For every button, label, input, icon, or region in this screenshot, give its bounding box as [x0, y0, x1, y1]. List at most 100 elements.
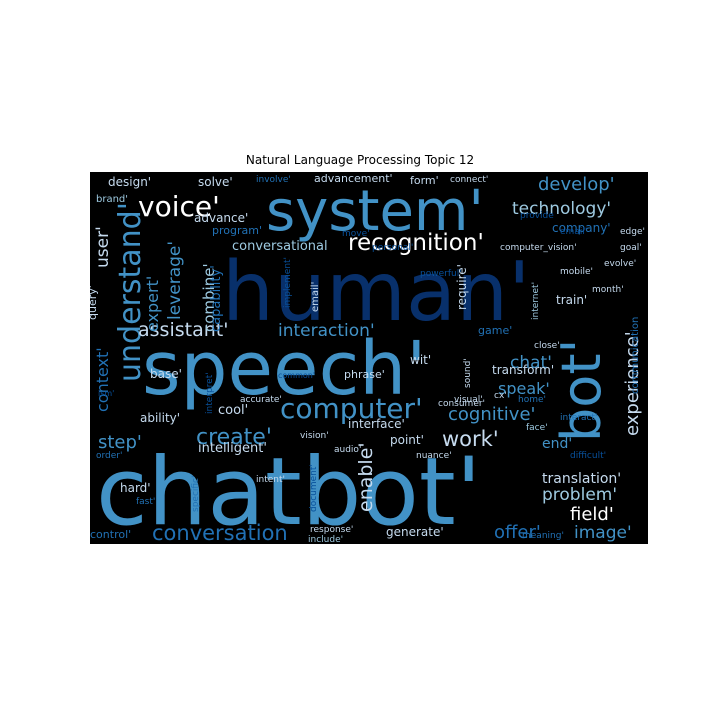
cloud-word: ability' [140, 411, 180, 425]
cloud-word: goal' [620, 243, 642, 253]
cloud-word: close' [534, 341, 560, 351]
cloud-word: advancement' [314, 172, 393, 185]
cloud-word: hard' [120, 481, 151, 495]
cloud-word: offer' [494, 522, 541, 543]
cloud-word: email' [310, 282, 321, 312]
cloud-word: interface' [348, 417, 405, 431]
cloud-word: generate' [386, 525, 444, 539]
cloud-word: leverage' [165, 241, 185, 320]
cloud-word: visual' [454, 395, 483, 405]
cloud-word: voice' [138, 190, 220, 223]
cloud-word: computer' [280, 392, 423, 425]
cloud-word: interpret' [205, 372, 215, 414]
cloud-word: include' [308, 535, 343, 544]
cloud-word: order' [96, 451, 122, 461]
cloud-word: assistant' [138, 319, 228, 341]
cloud-word: work' [442, 427, 499, 451]
cloud-word: advance' [194, 211, 248, 225]
cloud-word: communication [630, 317, 641, 394]
cloud-word: train' [556, 293, 587, 307]
cloud-word: technology' [512, 199, 611, 219]
cloud-word: home' [518, 395, 546, 405]
cloud-word: internet' [531, 282, 541, 320]
cloud-word: month' [592, 285, 624, 295]
cloud-word: move' [342, 229, 370, 239]
cloud-word: speak' [498, 379, 550, 398]
cloud-word: mobile' [560, 267, 593, 277]
cloud-word: cool' [218, 403, 248, 418]
cloud-word: solve' [198, 175, 233, 189]
cloud-word: cx' [494, 391, 507, 401]
cloud-word: program' [212, 224, 262, 237]
cloud-word: vision' [300, 431, 329, 441]
word-cloud-canvas: chatbot' human'speech' system' bot' understa… [90, 172, 645, 544]
cloud-word: evolve' [604, 259, 636, 269]
cloud-word: enable' [355, 442, 377, 512]
cloud-word: powerful' [420, 269, 462, 279]
cloud-word: point' [390, 433, 424, 447]
cloud-word: implement' [283, 257, 293, 308]
cloud-word: interaction' [278, 321, 375, 341]
cloud-word: edge' [620, 227, 645, 237]
cloud-word: common' [278, 371, 315, 380]
chart-title: Natural Language Processing Topic 12 [245, 153, 475, 167]
cloud-word: bot' [550, 339, 613, 442]
cloud-word: response' [310, 525, 353, 535]
cloud-word: face' [526, 423, 548, 433]
cloud-word: meaning' [522, 531, 564, 541]
cloud-word: specific' [191, 476, 201, 512]
cloud-word: sound' [463, 358, 473, 388]
cloud-word: nuance' [416, 451, 452, 461]
cloud-word: difficult' [570, 451, 606, 461]
word-cloud: chatbot' human' speech' system' bot' understa… [90, 172, 648, 544]
cloud-word: fast' [136, 497, 155, 507]
cloud-word: form' [410, 174, 439, 187]
cloud-word: end' [542, 436, 572, 452]
cloud-word: intent' [256, 475, 285, 485]
cloud-word: combine' [200, 263, 218, 332]
cloud-word: user' [93, 226, 113, 268]
cloud-word: human' [222, 245, 531, 340]
cloud-word: personal' [372, 243, 413, 253]
cloud-word: company' [552, 221, 611, 235]
cloud-word: step' [98, 432, 142, 453]
cloud-word: game' [478, 324, 512, 337]
cloud-word: interact' [560, 413, 597, 423]
cloud-word: design' [108, 175, 151, 189]
cloud-word: capability' [209, 265, 224, 332]
cloud-word: translation' [542, 471, 621, 487]
cloud-word: base' [150, 367, 182, 381]
cloud-word: experience' [622, 331, 643, 436]
cloud-word: conversation [152, 521, 288, 544]
cloud-word: provide [520, 211, 554, 221]
cloud-word: connect' [450, 175, 488, 185]
cloud-word: document' [309, 464, 319, 512]
cloud-word: brand' [96, 194, 128, 205]
cloud-word: involve' [256, 175, 291, 185]
cloud-word: wit' [410, 353, 431, 367]
cloud-word: phrase' [344, 368, 385, 381]
cloud-word: system' [266, 179, 484, 244]
cloud-word: create' [196, 425, 272, 450]
cloud-word: transform' [492, 363, 554, 377]
cloud-word: computer_vision' [500, 243, 577, 253]
cloud-word: query' [90, 285, 99, 320]
cloud-word: problem' [542, 485, 617, 505]
cloud-word: image' [574, 523, 632, 543]
cloud-word: field' [570, 504, 614, 525]
cloud-word: control' [90, 528, 131, 541]
cloud-word: develop' [538, 174, 615, 195]
cloud-word: recognition' [348, 230, 484, 256]
cloud-word: cognitive' [448, 404, 535, 425]
cloud-word: require' [455, 264, 469, 310]
cloud-word: context' [93, 347, 112, 412]
cloud-word: ism' [98, 389, 114, 398]
cloud-word: audio' [334, 445, 361, 455]
cloud-word: consumer' [438, 399, 485, 409]
cloud-word: chat' [510, 353, 552, 373]
cloud-word: intelligent' [198, 441, 267, 456]
cloud-word: accurate' [240, 395, 282, 405]
cloud-word: speech' [142, 326, 427, 412]
cloud-word: understand' [113, 202, 148, 382]
cloud-word: email' [560, 227, 587, 237]
